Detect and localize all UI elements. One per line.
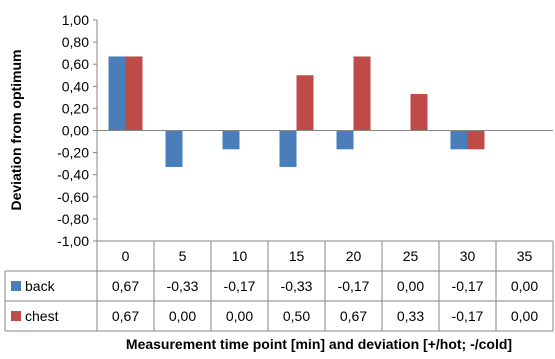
x-axis-title: Measurement time point [min] and deviati…	[126, 336, 512, 352]
data-label: 0,00	[511, 278, 538, 294]
data-label: 0,00	[511, 308, 538, 324]
legend-key-chest	[11, 311, 21, 321]
y-tick-label: -1,00	[57, 233, 89, 249]
x-tick-label: 10	[232, 248, 248, 264]
y-tick-label: -0,40	[57, 167, 89, 183]
data-label: 0,00	[226, 308, 253, 324]
data-label: 0,67	[340, 308, 367, 324]
bar-chest-20	[353, 56, 371, 131]
y-tick-label: -0,60	[57, 189, 89, 205]
axes	[96, 20, 553, 241]
data-label: 0,00	[169, 308, 196, 324]
bar-back-30	[450, 130, 468, 150]
data-label: 0,67	[112, 278, 139, 294]
bar-chest-0	[125, 56, 143, 131]
x-tick-label: 20	[346, 248, 362, 264]
bar-chest-30	[467, 130, 485, 150]
y-tick-label: 0,80	[62, 34, 89, 50]
y-tick-label: 0,00	[62, 123, 89, 139]
data-label: -0,33	[281, 278, 313, 294]
x-tick-label: 25	[403, 248, 419, 264]
data-table: 0 5 10 15 20 25 30 35 back 0,67 -0,33 -0,17 -0,33 -0,…	[4, 240, 554, 332]
x-tick-label: 0	[122, 248, 130, 264]
y-tick-label: 0,40	[62, 78, 89, 94]
y-tick-label: -0,20	[57, 145, 89, 161]
x-tick-label: 30	[460, 248, 476, 264]
bar-back-20	[336, 130, 354, 150]
data-label: -0,17	[224, 278, 256, 294]
data-label: -0,17	[338, 278, 370, 294]
data-label: 0,67	[112, 308, 139, 324]
x-tick-label: 5	[179, 248, 187, 264]
data-label: 0,50	[283, 308, 310, 324]
y-tick-label: 1,00	[62, 12, 89, 28]
y-tick-label: -0,80	[57, 211, 89, 227]
legend-label-back: back	[25, 278, 56, 294]
data-label: -0,33	[167, 278, 199, 294]
bar-back-5	[165, 130, 183, 167]
data-label: 0,00	[397, 278, 424, 294]
data-label: -0,17	[452, 278, 484, 294]
bar-chest-25	[410, 94, 428, 131]
bar-chest-15	[296, 75, 314, 131]
y-axis-title: Deviation from optimum	[8, 49, 24, 210]
data-label: -0,17	[452, 308, 484, 324]
legend-label-chest: chest	[25, 308, 59, 324]
x-tick-label: 15	[289, 248, 305, 264]
y-axis-ticks: 1,00 0,80 0,60 0,40 0,20 0,00 -0,20 -0,40 -0,60 -…	[57, 12, 97, 249]
bar-back-15	[279, 130, 297, 167]
bar-back-10	[222, 130, 240, 150]
y-tick-label: 0,60	[62, 56, 89, 72]
bar-back-0	[108, 56, 126, 131]
bars	[108, 56, 485, 167]
y-tick-label: 0,20	[62, 100, 89, 116]
legend-key-back	[11, 281, 21, 291]
x-tick-label: 35	[517, 248, 533, 264]
data-label: 0,33	[397, 308, 424, 324]
